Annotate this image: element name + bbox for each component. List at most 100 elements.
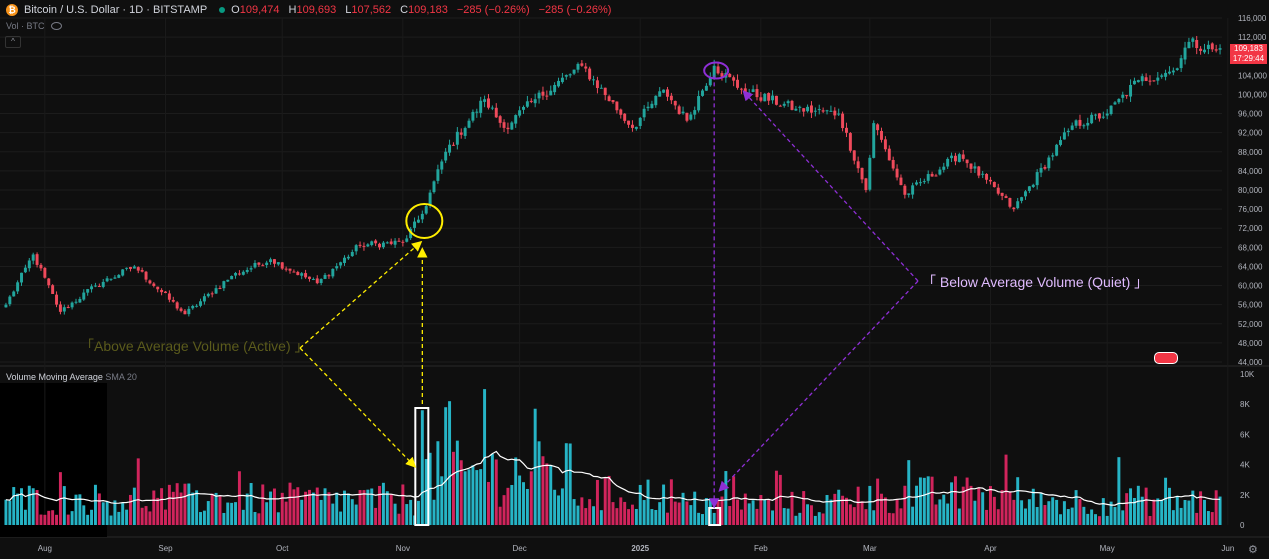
- ohlc-high-label: H: [288, 4, 297, 16]
- candle-body: [222, 281, 226, 289]
- volume-bar: [646, 479, 650, 525]
- volume-bar: [1144, 487, 1148, 525]
- candle-body: [171, 299, 175, 302]
- candle-body: [300, 273, 304, 276]
- price-tick-label: 72,000: [1238, 224, 1263, 233]
- volume-bar: [448, 401, 452, 525]
- candle-body: [669, 95, 673, 101]
- time-tick-label: Jun: [1221, 544, 1234, 553]
- candlestick-series: [4, 35, 1222, 317]
- candle-body: [132, 266, 136, 269]
- candle-body: [307, 276, 311, 279]
- volume-bar: [269, 491, 273, 525]
- candle-body: [572, 69, 576, 74]
- candle-body: [1218, 48, 1222, 50]
- candle-body: [471, 111, 475, 121]
- candle-body: [693, 110, 697, 115]
- price-tick-label: 64,000: [1238, 262, 1263, 271]
- symbol-title[interactable]: Bitcoin / U.S. Dollar · 1D · BITSTAMP: [24, 4, 208, 16]
- candle-body: [856, 161, 860, 169]
- volume-bar: [510, 485, 514, 525]
- collapse-legend-button[interactable]: ^: [5, 36, 21, 48]
- candle-body: [950, 155, 954, 159]
- volume-bar: [728, 506, 732, 525]
- volume-bar: [584, 508, 588, 525]
- volume-bar: [55, 514, 59, 525]
- volume-bar: [736, 499, 740, 525]
- candle-body: [654, 95, 658, 106]
- volume-bar: [701, 514, 704, 525]
- candle-body: [771, 95, 775, 101]
- volume-bar: [47, 510, 51, 525]
- candle-body: [494, 107, 498, 118]
- price-tick-label: 68,000: [1238, 243, 1263, 252]
- volume-bar: [1183, 500, 1187, 525]
- price-tick-label: 112,000: [1238, 33, 1267, 42]
- volume-bar: [284, 501, 288, 525]
- volume-bar: [416, 500, 420, 525]
- volume-bar: [140, 507, 144, 525]
- ohlc-open: O109,474: [231, 4, 282, 16]
- volume-bar: [950, 482, 954, 525]
- volume-bar: [922, 477, 926, 525]
- candle-body: [786, 101, 790, 104]
- volume-bar: [152, 490, 156, 525]
- candle-body: [681, 111, 685, 114]
- candle-body: [20, 272, 23, 283]
- candle-body: [288, 268, 292, 271]
- price-tick-label: 116,000: [1238, 14, 1267, 23]
- candle-body: [576, 63, 580, 70]
- volume-bar: [1039, 493, 1043, 525]
- candle-body: [755, 89, 759, 98]
- volume-bar: [759, 495, 763, 525]
- candle-body: [475, 111, 479, 113]
- candle-body: [296, 272, 300, 276]
- volume-bar: [856, 486, 860, 525]
- candle-body: [276, 262, 280, 265]
- volume-bar: [1113, 507, 1117, 525]
- annotation-above-average: 「Above Average Volume (Active) 」: [80, 338, 309, 354]
- volume-unit-label: Vol · BTC: [6, 21, 45, 31]
- volume-bar: [420, 410, 424, 525]
- volume-bar: [339, 511, 343, 525]
- candle-body: [825, 110, 829, 112]
- candle-body: [1082, 125, 1086, 127]
- ohlc-close: C109,183: [400, 4, 451, 16]
- yellow-arrow-to-candle: [299, 240, 423, 349]
- volume-tick-label: 2K: [1240, 491, 1250, 500]
- candle-body: [428, 192, 432, 206]
- candle-body: [51, 285, 55, 294]
- candle-body: [358, 244, 362, 246]
- candle-body: [689, 114, 693, 120]
- volume-bar: [354, 504, 358, 525]
- volume-bar: [1125, 493, 1129, 525]
- candle-body: [62, 307, 66, 312]
- candle-body: [1059, 140, 1062, 145]
- sma-line: [5, 450, 1221, 506]
- candle-body: [864, 178, 868, 190]
- candle-body: [393, 240, 397, 245]
- candle-body: [728, 73, 732, 78]
- volume-bar: [175, 483, 179, 525]
- volume-bar: [230, 502, 234, 525]
- gear-icon[interactable]: ⚙: [1248, 544, 1258, 556]
- volume-bar: [148, 511, 152, 525]
- volume-bar: [374, 507, 378, 525]
- us-flag-icon[interactable]: [1154, 352, 1178, 364]
- candle-body: [304, 273, 308, 278]
- volume-bar: [693, 491, 697, 525]
- candle-body: [1195, 39, 1199, 49]
- eye-icon[interactable]: [50, 22, 62, 30]
- volume-bar: [214, 492, 218, 525]
- volume-bar: [401, 484, 405, 525]
- candle-body: [272, 259, 276, 264]
- price-tick-label: 88,000: [1238, 148, 1263, 157]
- candle-body: [697, 96, 701, 111]
- candle-body: [1113, 102, 1117, 105]
- candle-body: [658, 91, 662, 97]
- candle-body: [1101, 116, 1105, 118]
- volume-bar: [623, 501, 627, 525]
- volume-bar: [167, 484, 171, 525]
- time-tick-label: Aug: [38, 544, 52, 553]
